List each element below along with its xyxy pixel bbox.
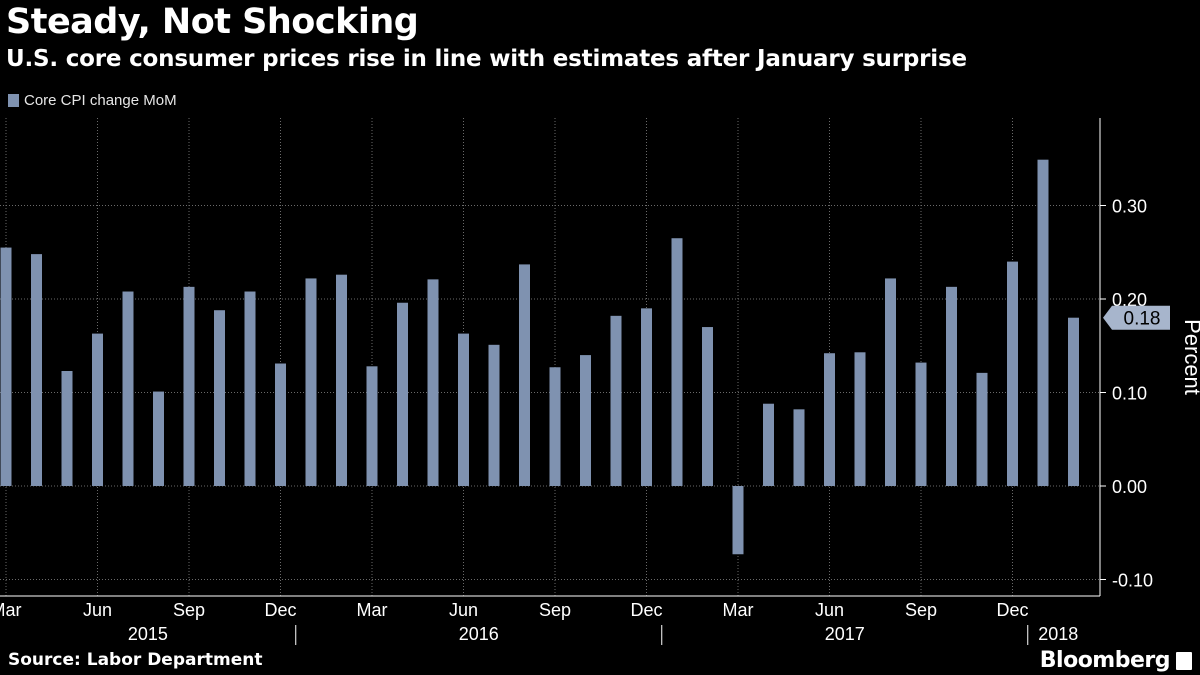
- bar: [397, 302, 408, 486]
- bar: [153, 391, 164, 486]
- x-tick-label: Jun: [83, 600, 112, 620]
- bar: [610, 315, 622, 486]
- bar: [946, 286, 957, 486]
- bar: [336, 274, 347, 486]
- x-tick-label: Mar: [357, 600, 388, 620]
- legend-swatch: [8, 94, 19, 107]
- bar: [793, 409, 805, 486]
- bar: [92, 333, 103, 486]
- x-tick-label: Sep: [905, 600, 937, 620]
- bar: [1068, 317, 1079, 486]
- x-tick-label: Dec: [264, 600, 296, 620]
- x-tick-label: Mar: [0, 600, 22, 620]
- y-axis-title: Percent: [1180, 319, 1200, 395]
- bar: [885, 278, 896, 486]
- year-label: 2015: [128, 624, 168, 644]
- legend: Core CPI change MoM: [8, 92, 177, 109]
- bar: [427, 279, 439, 486]
- chart-subtitle: U.S. core consumer prices rise in line w…: [6, 46, 967, 72]
- bloomberg-logo-icon: [1176, 651, 1192, 670]
- bar: [122, 291, 134, 486]
- last-value-callout: 0.18: [1103, 305, 1170, 330]
- y-tick-label: 0.10: [1112, 384, 1147, 404]
- brand-name: Bloomberg: [1039, 648, 1171, 673]
- y-tick-label: 0.30: [1112, 197, 1147, 217]
- bar: [580, 355, 591, 486]
- x-tick-label: Sep: [539, 600, 571, 620]
- year-label: 2018: [1038, 624, 1078, 644]
- y-tick-label: 0.00: [1112, 477, 1147, 497]
- bar: [1037, 159, 1049, 486]
- bar: [214, 310, 225, 486]
- bar: [702, 327, 713, 486]
- bar: [305, 278, 317, 486]
- legend-label: Core CPI change MoM: [24, 92, 177, 109]
- bar: [0, 247, 12, 486]
- bar: [488, 344, 500, 486]
- last-value-marker: [1103, 305, 1170, 330]
- year-label: 2016: [459, 624, 499, 644]
- bar: [275, 363, 286, 486]
- last-value-label: 0.18: [1124, 309, 1161, 330]
- bar: [915, 362, 927, 486]
- x-tick-label: Sep: [173, 600, 205, 620]
- year-label: 2017: [825, 624, 865, 644]
- bar: [61, 370, 73, 486]
- x-tick-label: Dec: [630, 600, 662, 620]
- bar: [732, 486, 744, 555]
- bar: [366, 366, 378, 486]
- bar: [519, 264, 530, 486]
- bar: [854, 352, 866, 486]
- x-tick-label: Dec: [996, 600, 1028, 620]
- bar: [1007, 261, 1018, 486]
- brand: Bloomberg: [1040, 648, 1192, 673]
- x-tick-label: Jun: [449, 600, 478, 620]
- bar: [824, 353, 835, 486]
- bar: [244, 291, 256, 486]
- bar: [641, 308, 652, 486]
- bar: [31, 254, 42, 486]
- source-note: Source: Labor Department: [8, 650, 263, 670]
- x-tick-label: Jun: [815, 600, 844, 620]
- bar: [183, 286, 195, 486]
- x-tick-label: Mar: [723, 600, 754, 620]
- bar: [671, 238, 683, 486]
- y-tick-label: 0.20: [1112, 290, 1147, 310]
- chart-title: Steady, Not Shocking: [6, 2, 419, 42]
- bar: [458, 333, 469, 486]
- bar: [976, 372, 988, 486]
- y-tick-label: -0.10: [1112, 571, 1153, 591]
- bar: [549, 367, 561, 486]
- bar: [763, 403, 774, 486]
